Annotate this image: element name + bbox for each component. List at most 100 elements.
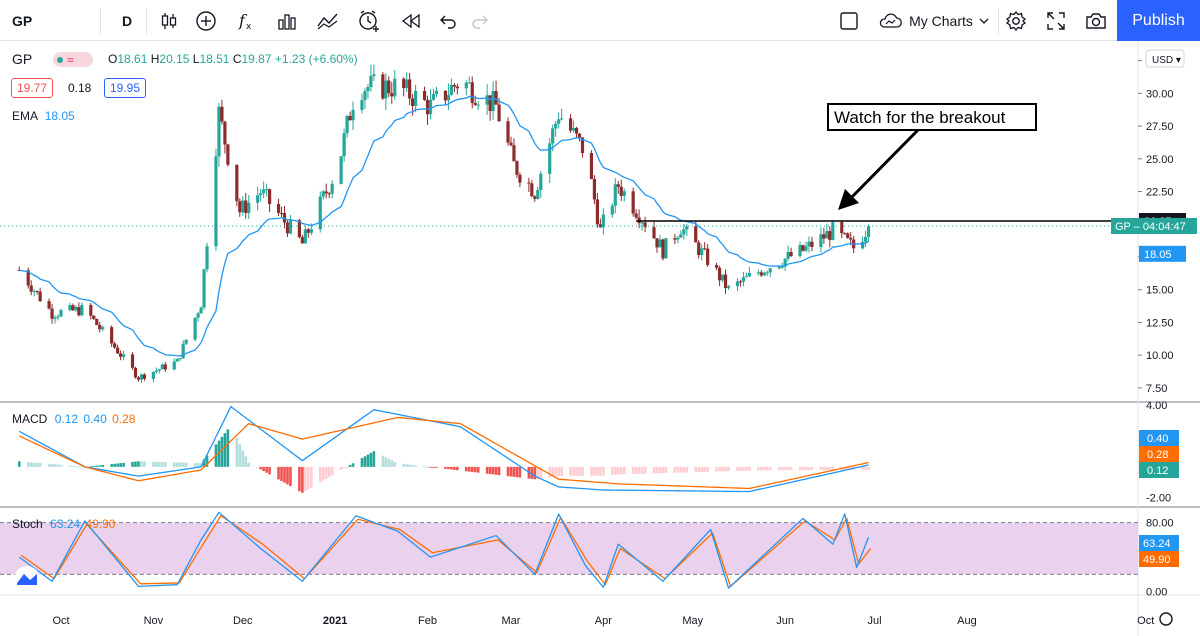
macd-histogram-bar — [256, 466, 259, 468]
macd-value-tag-label: 0.28 — [1147, 449, 1168, 461]
candle-body — [89, 304, 93, 316]
candle-body — [533, 196, 537, 199]
redo-icon[interactable] — [468, 0, 492, 41]
macd-histogram-bar — [32, 462, 36, 467]
axis-settings-icon[interactable] — [1159, 612, 1173, 626]
macd-histogram-bar — [637, 466, 641, 474]
candle-body — [652, 227, 656, 239]
macd-histogram-bar — [697, 466, 701, 473]
candle-body — [682, 229, 686, 235]
macd-histogram-bar — [113, 463, 116, 467]
undo-icon[interactable] — [436, 0, 460, 41]
macd-histogram-bar — [366, 454, 370, 467]
macd-histogram-bar — [569, 466, 572, 476]
macd-histogram-bar — [831, 466, 835, 471]
candle-body — [849, 237, 853, 240]
macd-histogram-bar — [777, 466, 781, 471]
candle-body — [783, 258, 787, 267]
candle-body — [846, 233, 850, 238]
macd-histogram-bar — [721, 466, 724, 472]
macd-histogram-bar — [50, 464, 54, 467]
buy-price-box[interactable]: 19.95 — [104, 78, 147, 98]
candle-body — [80, 304, 84, 316]
legend-symbol: GP — [12, 51, 33, 67]
time-axis-label: Aug — [957, 615, 977, 627]
add-indicator-icon[interactable] — [193, 0, 219, 41]
interval-button[interactable]: D — [121, 12, 133, 29]
macd-histogram-bar — [497, 466, 501, 476]
camera-icon[interactable] — [1083, 0, 1109, 41]
settings-icon[interactable] — [1003, 0, 1029, 41]
sell-price-box[interactable]: 19.77 — [11, 78, 54, 98]
candle-body — [402, 78, 406, 89]
legend-ohlc: O18.61 H20.15 L18.51 C19.87 +1.23 (+6.60… — [108, 52, 358, 66]
macd-histogram-bar — [572, 466, 575, 476]
candle-body — [491, 91, 495, 112]
macd-histogram-bar — [590, 466, 593, 476]
macd-histogram-bar — [247, 462, 251, 467]
compare-icon[interactable] — [315, 0, 341, 41]
macd-histogram-bar — [736, 466, 739, 471]
macd-histogram-bar — [429, 466, 432, 468]
publish-button[interactable]: Publish — [1117, 0, 1200, 41]
candle-body — [247, 202, 251, 214]
symbol-search-button[interactable]: GP — [12, 12, 33, 29]
candle-body — [786, 252, 790, 259]
candle-body — [831, 222, 835, 240]
candle-body — [306, 229, 310, 233]
candle-body — [768, 268, 772, 273]
layout-icon[interactable] — [836, 0, 862, 41]
candle-body — [861, 241, 865, 249]
macd-histogram-bar — [17, 461, 21, 467]
candle-body — [321, 191, 325, 197]
candle-body — [56, 316, 60, 318]
candle-body — [256, 195, 260, 203]
candle-body — [324, 191, 328, 194]
macd-histogram-bar — [470, 466, 474, 472]
macd-histogram-bar — [259, 466, 262, 470]
candle-body — [506, 121, 510, 143]
time-axis-label: Mar — [502, 615, 521, 627]
macd-histogram-bar — [476, 466, 480, 473]
chart-canvas[interactable]: 7.5010.0012.5015.0017.5020.0022.5025.002… — [0, 41, 1200, 636]
macd-histogram-bar — [298, 466, 301, 492]
replay-icon[interactable] — [398, 0, 424, 41]
candle-body — [98, 325, 102, 330]
fullscreen-icon[interactable] — [1043, 0, 1069, 41]
candle-body — [351, 109, 355, 121]
macd-histogram-bar — [473, 466, 477, 473]
candle-body — [411, 98, 415, 107]
candle-body — [268, 189, 272, 204]
candle-body — [259, 193, 263, 196]
macd-histogram-bar — [786, 466, 790, 471]
legend-close-label: C — [232, 52, 242, 66]
price-tick-label: 7.50 — [1146, 383, 1167, 395]
toolbar-divider — [998, 8, 999, 34]
alert-icon[interactable] — [356, 0, 382, 41]
macd-histogram-bar — [310, 466, 313, 488]
candle-body — [810, 241, 814, 248]
candle-body — [360, 99, 364, 110]
candle-body — [110, 327, 114, 344]
my-charts-button[interactable]: My Charts — [873, 0, 993, 41]
candle-body — [485, 95, 489, 105]
candle-body — [119, 353, 123, 357]
macd-histogram-bar — [593, 466, 596, 476]
candle-body — [580, 137, 585, 154]
candle-body — [276, 203, 281, 213]
macd-histogram-bar — [727, 466, 730, 472]
macd-histogram-bar — [280, 466, 283, 482]
macd-histogram-bar — [193, 462, 197, 467]
bars-chart-icon[interactable] — [274, 0, 300, 41]
candle-body — [163, 364, 167, 370]
currency-button[interactable] — [1145, 49, 1185, 68]
candle-body — [38, 291, 42, 302]
candle-body — [527, 182, 531, 184]
macd-histogram-bar — [205, 455, 209, 467]
macd-histogram-bar — [408, 464, 411, 467]
candles-icon[interactable] — [156, 0, 182, 41]
time-axis-label: Oct — [52, 615, 69, 627]
macd-histogram-bar — [724, 466, 727, 472]
macd-histogram-bar — [742, 466, 745, 471]
